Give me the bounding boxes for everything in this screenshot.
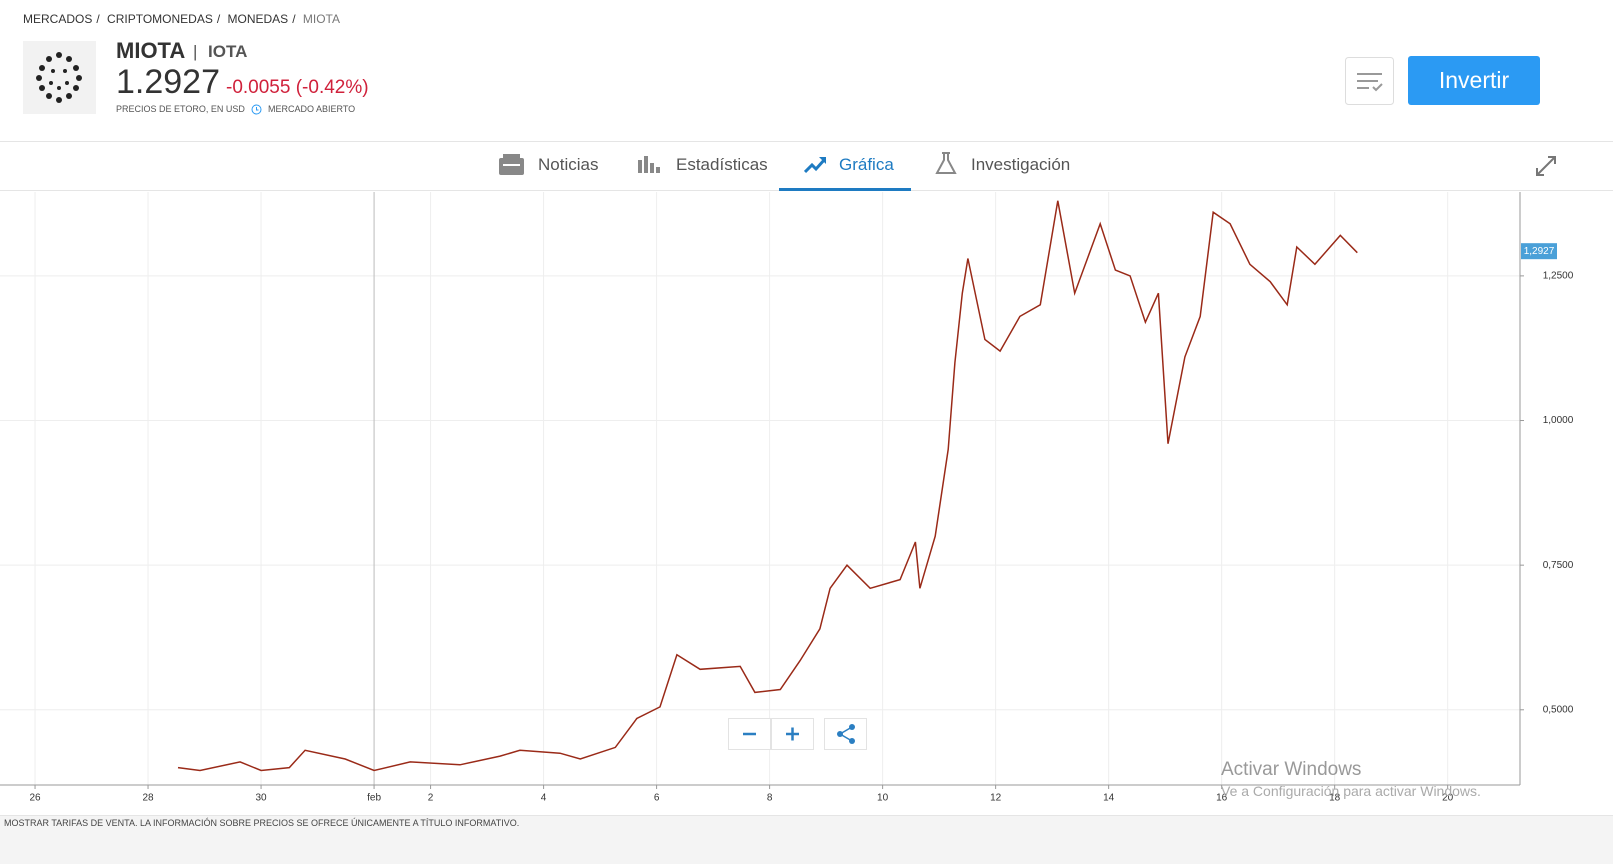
invest-button[interactable]: Invertir xyxy=(1408,56,1540,105)
share[interactable] xyxy=(824,718,867,750)
stats-icon xyxy=(638,156,660,173)
crumb: MIOTA xyxy=(302,12,340,26)
watermark-title: Activar Windows xyxy=(1221,759,1362,780)
tab[interactable]: Investigación xyxy=(971,155,1071,174)
tab[interactable]: Noticias xyxy=(538,155,599,174)
clock xyxy=(251,104,262,115)
x-tick-label: 8 xyxy=(767,793,773,804)
x-tick-label: 4 xyxy=(541,793,547,804)
crumb[interactable]: CRIPTOMONEDAS xyxy=(107,12,213,26)
breadcrumb: MERCADOS / CRIPTOMONEDAS / MONEDAS / MIOTA xyxy=(23,12,340,26)
x-tick-label: 28 xyxy=(142,793,154,804)
footer: MOSTRAR TARIFAS DE VENTA. LA INFORMACIÓN… xyxy=(4,818,520,828)
logo xyxy=(23,41,96,114)
chart: 0,5000 0,7500 1,0000 1,2500 26 28 30 feb 2 4 6 8 10 1… xyxy=(0,192,1574,804)
zoom-in[interactable] xyxy=(771,718,814,750)
change: -0.0055 (-0.42%) xyxy=(226,77,369,98)
zoom-controls xyxy=(728,718,867,750)
x-tick-label: 10 xyxy=(877,793,889,804)
y-tick-label: 0,5000 xyxy=(1543,704,1574,715)
expand-icon[interactable] xyxy=(1535,155,1557,177)
y-tick-label: 1,0000 xyxy=(1543,415,1574,426)
tab[interactable]: Estadísticas xyxy=(676,155,768,174)
watchlist-button[interactable] xyxy=(1345,57,1394,105)
price-line xyxy=(177,200,1358,772)
x-tick-label: 18 xyxy=(1329,793,1341,804)
price: 1.2927 xyxy=(116,63,220,101)
x-tick-label: 16 xyxy=(1216,793,1228,804)
y-tick-label: 1,2500 xyxy=(1543,271,1574,282)
x-tick-label: 26 xyxy=(29,793,41,804)
watermark-text: Ve a Configuración para activar Windows. xyxy=(1221,783,1481,799)
x-tick-label: feb xyxy=(367,793,381,804)
x-tick-label: 20 xyxy=(1442,793,1454,804)
divider xyxy=(0,141,1613,142)
y-tick-label: 0,7500 xyxy=(1543,560,1574,571)
last-price-tag xyxy=(1521,243,1557,260)
sep: | xyxy=(193,42,198,61)
symbol: MIOTA xyxy=(116,38,186,63)
news-icon xyxy=(499,154,524,175)
tab-underline xyxy=(779,188,911,191)
last-price-label: 1,2927 xyxy=(1524,246,1555,257)
footer-bar xyxy=(0,815,1613,864)
crumb[interactable]: MONEDAS xyxy=(227,12,289,26)
tab-active[interactable]: Gráfica xyxy=(839,155,894,174)
status: MERCADO ABIERTO xyxy=(268,104,356,114)
x-tick-label: 6 xyxy=(654,793,660,804)
crumb[interactable]: MERCADOS xyxy=(23,12,93,26)
name: IOTA xyxy=(208,42,248,61)
x-tick-label: 12 xyxy=(990,793,1002,804)
x-tick-label: 14 xyxy=(1103,793,1115,804)
source: PRECIOS DE ETORO, EN USD xyxy=(116,104,245,114)
x-tick-label: 30 xyxy=(255,793,267,804)
research-icon xyxy=(935,152,957,174)
chart-icon xyxy=(804,157,827,174)
x-tick-label: 2 xyxy=(428,793,434,804)
